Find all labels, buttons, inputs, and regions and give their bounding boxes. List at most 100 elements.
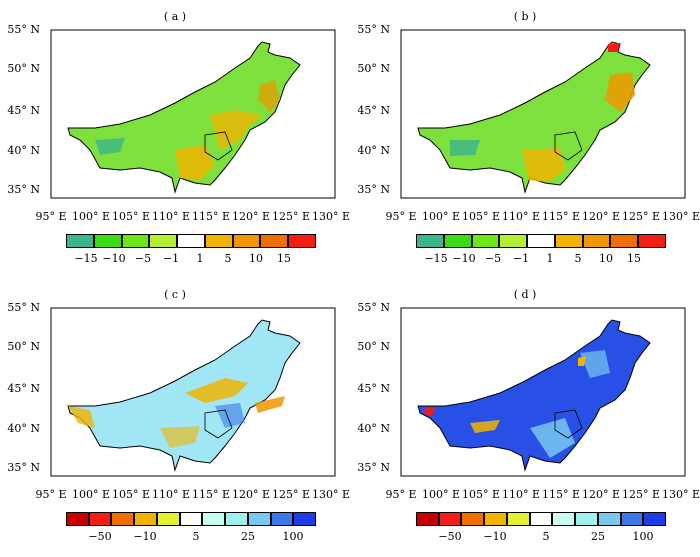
- colorbar-tick: −5: [134, 252, 152, 265]
- lat-label: 45° N: [357, 382, 390, 395]
- lon-label: 125° E: [271, 210, 311, 223]
- map-panel-d: ( d ) 55° N 50° N 45° N 40° N 35° N 95° E 100°…: [350, 278, 700, 556]
- lon-label: 105° E: [461, 488, 501, 501]
- lon-label: 100° E: [71, 488, 111, 501]
- lon-label: 115° E: [541, 488, 581, 501]
- map-c: [50, 307, 336, 477]
- colorbar-swatch: [552, 512, 576, 526]
- colorbar: [416, 512, 667, 526]
- colorbar-tick: 5: [574, 252, 582, 265]
- colorbar-swatch: [93, 234, 122, 248]
- colorbar-swatch: [288, 234, 317, 248]
- map-a: [50, 29, 336, 199]
- lon-label: 95° E: [35, 488, 67, 501]
- lon-label: 110° E: [151, 210, 191, 223]
- lat-label: 40° N: [7, 422, 40, 435]
- lon-label: 100° E: [421, 210, 461, 223]
- lat-label: 45° N: [7, 382, 40, 395]
- colorbar-tick: 10: [249, 252, 263, 265]
- colorbar-tick: −10: [483, 530, 507, 543]
- colorbar-swatch: [638, 234, 667, 248]
- lon-label: 100° E: [71, 210, 111, 223]
- colorbar-swatch: [177, 234, 205, 248]
- lon-label: 110° E: [501, 210, 541, 223]
- lat-label: 55° N: [7, 301, 40, 314]
- colorbar-tick: 10: [599, 252, 613, 265]
- lat-label: 50° N: [7, 340, 40, 353]
- colorbar-tick: 1: [546, 252, 554, 265]
- map-panel-b: ( b ) 55° N 50° N 45° N 40° N 35° N 95° E 100°…: [350, 0, 700, 278]
- colorbar-swatch: [443, 234, 472, 248]
- lon-label: 130° E: [311, 488, 351, 501]
- colorbar-swatch: [582, 234, 611, 248]
- lat-label: 50° N: [357, 340, 390, 353]
- colorbar-tick: −10: [102, 252, 126, 265]
- colorbar-swatch: [643, 512, 667, 526]
- colorbar-tick: 100: [632, 530, 654, 543]
- lon-label: 95° E: [385, 210, 417, 223]
- colorbar-swatch: [260, 234, 289, 248]
- colorbar-tick: −50: [88, 530, 112, 543]
- lon-label: 105° E: [461, 210, 501, 223]
- lon-label: 130° E: [661, 210, 700, 223]
- colorbar-swatch: [121, 234, 150, 248]
- lat-label: 45° N: [357, 104, 390, 117]
- lat-label: 50° N: [357, 62, 390, 75]
- lon-label: 95° E: [385, 488, 417, 501]
- colorbar-tick: 5: [192, 530, 200, 543]
- colorbar-tick: 25: [241, 530, 255, 543]
- colorbar-tick: −15: [74, 252, 98, 265]
- colorbar-tick: −50: [438, 530, 462, 543]
- lon-label: 120° E: [581, 488, 621, 501]
- colorbar-swatch: [149, 234, 178, 248]
- colorbar-swatch: [506, 512, 530, 526]
- map-panel-c: ( c ) 55° N 50° N 45° N 40° N 35° N 95° E 100°…: [0, 278, 350, 556]
- lon-label: 115° E: [541, 210, 581, 223]
- colorbar-swatch: [461, 512, 485, 526]
- lon-label: 120° E: [231, 488, 271, 501]
- lat-label: 50° N: [7, 62, 40, 75]
- colorbar-swatch: [438, 512, 462, 526]
- colorbar-tick: −5: [484, 252, 502, 265]
- colorbar-tick: 1: [196, 252, 204, 265]
- colorbar-swatch: [610, 234, 639, 248]
- colorbar-tick: −1: [162, 252, 180, 265]
- lon-label: 95° E: [35, 210, 67, 223]
- lat-label: 55° N: [7, 23, 40, 36]
- lat-label: 55° N: [357, 301, 390, 314]
- colorbar-swatch: [66, 512, 89, 526]
- lon-label: 110° E: [151, 488, 191, 501]
- colorbar-swatch: [529, 512, 553, 526]
- lat-label: 40° N: [357, 144, 390, 157]
- colorbar: [416, 234, 667, 248]
- colorbar-tick: −1: [512, 252, 530, 265]
- panel-title-c: ( c ): [164, 288, 186, 301]
- lon-label: 110° E: [501, 488, 541, 501]
- colorbar-tick: −10: [133, 530, 157, 543]
- panel-title-b: ( b ): [513, 10, 537, 23]
- colorbar-swatch: [620, 512, 644, 526]
- panel-title-a: ( a ): [163, 10, 187, 23]
- lon-label: 105° E: [111, 488, 151, 501]
- lon-label: 130° E: [661, 488, 700, 501]
- colorbar-swatch: [270, 512, 294, 526]
- lon-label: 125° E: [621, 488, 661, 501]
- colorbar-swatch: [247, 512, 271, 526]
- colorbar-tick: −15: [424, 252, 448, 265]
- map-b: [400, 29, 686, 199]
- lat-label: 40° N: [357, 422, 390, 435]
- colorbar-swatch: [527, 234, 555, 248]
- colorbar-swatch: [471, 234, 500, 248]
- lon-label: 115° E: [191, 488, 231, 501]
- lon-label: 100° E: [421, 488, 461, 501]
- lat-label: 45° N: [7, 104, 40, 117]
- colorbar-tick: 100: [282, 530, 304, 543]
- colorbar-swatch: [499, 234, 528, 248]
- colorbar-tick: 15: [277, 252, 291, 265]
- lat-label: 55° N: [357, 23, 390, 36]
- map-panel-a: ( a ) 55° N 50° N 45° N 40° N 35° N 95° E 100°…: [0, 0, 350, 278]
- colorbar-swatch: [202, 512, 226, 526]
- colorbar-swatch: [225, 512, 248, 526]
- lat-label: 35° N: [7, 183, 40, 196]
- colorbar-swatch: [293, 512, 317, 526]
